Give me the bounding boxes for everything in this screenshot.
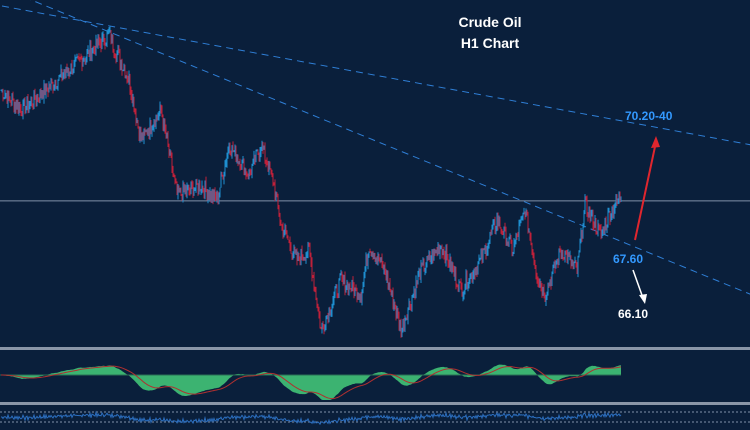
trendline	[1, 5, 750, 146]
chart-title: Crude Oil	[458, 14, 522, 30]
target-down-label: 66.10	[618, 307, 649, 321]
rsi-line	[1, 410, 622, 426]
arrow-head-icon	[639, 294, 647, 304]
trendline	[30, 0, 750, 295]
arrow-head-icon	[651, 136, 660, 148]
pane-divider	[0, 402, 750, 405]
oscillator-signal-line	[1, 365, 622, 400]
pane-divider	[0, 347, 750, 350]
oscillator-histogram	[1, 364, 621, 400]
target-down-arrow	[632, 269, 644, 299]
chart-subtitle: H1 Chart	[460, 35, 520, 51]
support-label: 67.60	[613, 252, 644, 266]
target-up-label: 70.20-40	[625, 109, 673, 123]
target-up-arrow	[634, 141, 657, 241]
